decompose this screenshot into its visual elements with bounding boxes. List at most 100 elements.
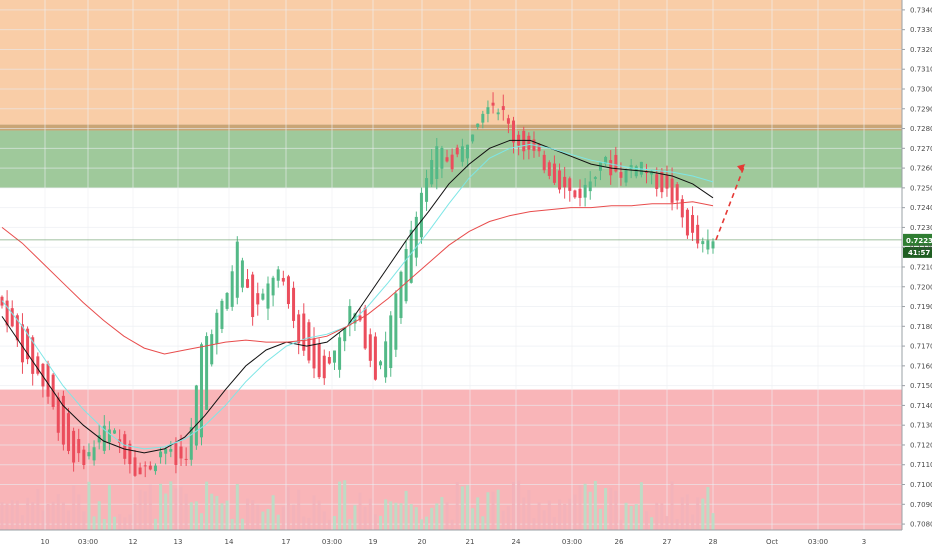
grid [0,0,902,530]
volume-bar [665,516,669,530]
candle-body [506,118,510,124]
candle-body [138,467,142,475]
volume-bar [0,502,4,530]
volume-bar [307,517,311,530]
candle-body [414,216,418,258]
candle-body [281,277,285,282]
candle-body [87,452,91,457]
zone-resistance-edge [0,124,902,131]
ma-line [1,139,714,454]
volume-bar [41,510,45,530]
candle-body [215,312,219,344]
candle-body [501,106,505,111]
candle-body [419,192,423,238]
y-tick-label: 0.73400 [910,6,932,14]
volume-bar [322,511,326,530]
candle-body [292,287,296,321]
volume-bar [215,496,219,530]
candle-body [471,134,475,142]
volume-bar [368,498,372,530]
y-tick-label: 0.71900 [910,303,932,311]
candle-body [711,241,715,249]
y-tick-label: 0.71600 [910,362,932,370]
candle-body [655,174,659,189]
candle-body [629,165,633,170]
volume-bar [271,495,275,530]
volume-bar [5,503,9,530]
candle-body [10,308,14,327]
volume-bar [445,502,449,530]
volume-bar [312,495,316,530]
candle-body [276,269,280,281]
candle-body [563,176,567,188]
candle-body [266,283,270,309]
candle-body [261,293,265,300]
candle-body [230,271,234,307]
volume-bar [629,505,633,530]
candle-body [164,448,168,454]
candle-body [593,177,597,179]
x-tick-label: 12 [129,538,138,546]
y-tick-label: 0.72500 [910,184,932,192]
volume-bar [205,481,209,530]
candle-body [143,465,147,467]
candle-body [409,229,413,283]
current-price-badge [903,233,932,246]
zone-resistance [0,0,902,125]
volume-bar [512,482,516,530]
candle-body [246,279,250,288]
candle-body [619,172,623,178]
volume-bar [655,502,659,530]
volume-bar [476,497,480,530]
volume-bar [389,501,393,530]
candle-body [363,307,367,349]
volume-bar [573,494,577,530]
volume-bar [133,503,137,530]
volume-bar [184,493,188,530]
candle-body [189,427,193,460]
volume-bar [532,518,536,530]
candle-body [312,338,316,369]
y-tick-label: 0.73300 [910,26,932,34]
volume-bar [143,491,147,530]
volume-bar [706,487,710,530]
y-tick-label: 0.71200 [910,441,932,449]
candle-body [220,300,224,329]
candle-body [133,457,137,476]
candle-body [486,107,490,114]
y-tick-label: 0.72400 [910,204,932,212]
candle-body [537,144,541,152]
volume-bar [338,481,342,530]
x-tick-label: 17 [282,538,291,546]
volume-bar [670,481,674,530]
volume-bar [343,480,347,530]
y-tick-label: 0.70900 [910,501,932,509]
x-tick-label: 21 [466,538,475,546]
candle-body [373,336,377,380]
volume-bar [404,490,408,530]
candle-body [159,451,163,458]
volume-bar [327,519,331,530]
y-tick-label: 0.72900 [910,105,932,113]
volume-bar [593,480,597,530]
volume-bar [26,497,30,530]
x-axis: 10 03:00 12 13 14 17 03:00 19 20 21 24 03:00 26 27 28 O… [0,529,902,546]
volume-bar [547,500,551,530]
x-tick-label: 19 [369,538,378,546]
volume-bar [455,482,459,530]
volume-bar [691,514,695,530]
candle-body [522,130,526,152]
candle-body [368,334,372,361]
volume-bar [399,503,403,530]
candle-body [123,434,127,459]
volume-bar [394,502,398,530]
candle-body [307,322,311,361]
candle-body [251,274,255,318]
volume-bar [179,486,183,530]
volume-bar [363,506,367,530]
y-tick-label: 0.72700 [910,145,932,153]
candle-body [527,135,531,150]
candle-body [225,292,229,309]
